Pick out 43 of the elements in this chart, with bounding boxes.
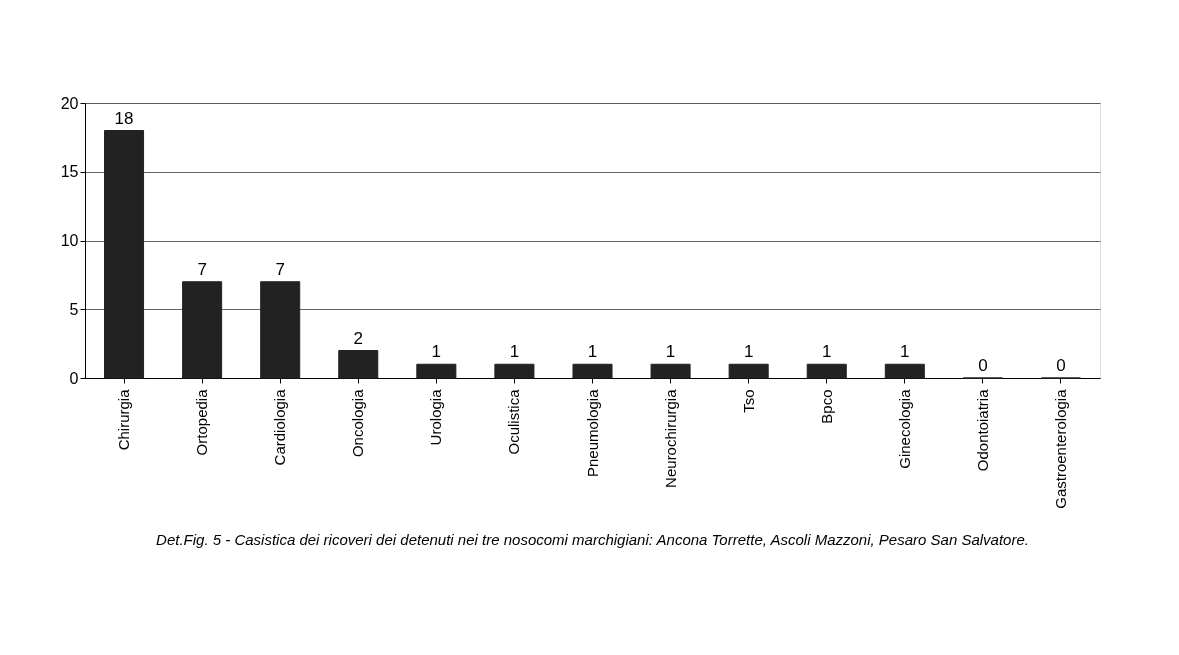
data-label: 0 xyxy=(978,356,988,375)
x-tick-label: Neurochirurgia xyxy=(661,388,679,488)
x-tick-label: Gastroenterologia xyxy=(1051,388,1069,509)
x-tick-label: Cardiologia xyxy=(271,388,289,466)
data-label: 7 xyxy=(275,259,285,279)
bar xyxy=(650,363,691,379)
x-tick-label: Tso xyxy=(739,389,757,413)
data-label: 7 xyxy=(197,259,207,279)
bar xyxy=(572,363,613,379)
bar xyxy=(182,281,223,379)
y-tick-label: 5 xyxy=(69,300,79,318)
bar xyxy=(806,363,847,379)
x-tick-label: Chirurgia xyxy=(115,388,133,451)
bar xyxy=(416,363,457,379)
bar xyxy=(728,363,769,379)
x-tick-label: Pneumologia xyxy=(583,388,601,478)
data-label: 1 xyxy=(509,342,520,362)
data-label: 1 xyxy=(900,342,910,362)
bar xyxy=(884,363,925,379)
data-label: 1 xyxy=(822,342,832,362)
x-tick-label: Ginecologia xyxy=(895,388,913,469)
x-tick-label: Bpco xyxy=(817,389,835,424)
y-tick-label: 0 xyxy=(69,369,79,387)
data-label: 0 xyxy=(1056,356,1066,375)
x-tick-label: Oncologia xyxy=(349,388,367,458)
text: Det.Fig. 5 - Casistica dei ricoveri dei detenuti nei tre nosocomi marchigiani: Ancona Torrette, Ascoli Mazzoni, Pesaro San Salvatore. xyxy=(156,531,1029,549)
data-label: 1 xyxy=(665,342,676,362)
x-tick-label: Oculistica xyxy=(505,388,523,455)
bar xyxy=(338,350,379,379)
y-tick-label: 10 xyxy=(60,232,79,249)
bar xyxy=(104,130,145,379)
x-tick-label: Urologia xyxy=(427,388,445,446)
y-tick-label: 20 xyxy=(60,94,79,112)
data-label: 1 xyxy=(587,342,598,362)
data-label: 1 xyxy=(431,342,442,362)
bar xyxy=(494,363,535,379)
x-tick-label: Ortopedia xyxy=(193,388,211,456)
data-label: 1 xyxy=(743,342,754,362)
bar xyxy=(260,281,301,379)
data-label: 18 xyxy=(114,108,134,128)
data-label: 2 xyxy=(353,328,363,348)
x-tick-label: Odontoiatria xyxy=(973,388,991,472)
y-tick-label: 15 xyxy=(60,163,79,181)
